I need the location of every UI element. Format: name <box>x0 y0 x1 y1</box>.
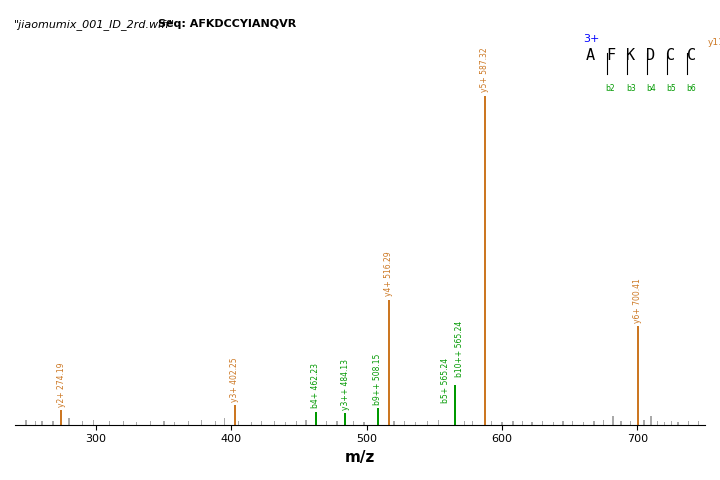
Bar <box>512 421 513 425</box>
Bar <box>501 422 503 425</box>
Bar <box>285 422 287 425</box>
Bar <box>150 421 151 425</box>
Bar <box>136 422 138 425</box>
Bar <box>93 420 94 425</box>
Text: y11: y11 <box>708 38 720 48</box>
Bar <box>612 417 613 425</box>
Bar <box>562 421 564 425</box>
Text: b9++ 508.15: b9++ 508.15 <box>373 354 382 405</box>
Bar <box>364 422 365 425</box>
Bar <box>274 421 276 425</box>
Text: b4+ 462.23: b4+ 462.23 <box>311 363 320 408</box>
Text: b3: b3 <box>626 84 636 93</box>
Text: y5+ 587.32: y5+ 587.32 <box>480 48 490 92</box>
Bar <box>670 421 672 425</box>
X-axis label: m/z: m/z <box>345 450 375 465</box>
Bar <box>454 407 456 425</box>
Bar <box>490 421 492 425</box>
Bar <box>35 421 36 425</box>
Text: Seq: AFKDCCYIANQVR: Seq: AFKDCCYIANQVR <box>158 19 297 29</box>
Bar <box>472 421 473 425</box>
Bar <box>41 421 42 425</box>
Text: A: A <box>586 48 595 63</box>
Bar <box>122 421 124 425</box>
Bar <box>261 421 262 425</box>
Text: "jiaomumix_001_ID_2rd.wiff": "jiaomumix_001_ID_2rd.wiff" <box>14 19 176 30</box>
Bar <box>404 421 405 425</box>
Bar <box>664 422 665 425</box>
Bar <box>603 420 604 425</box>
Bar <box>201 420 202 425</box>
Text: b10++ 565.24: b10++ 565.24 <box>454 321 464 377</box>
Text: b4: b4 <box>646 84 656 93</box>
Text: C: C <box>687 48 696 63</box>
Text: b5: b5 <box>666 84 676 93</box>
Bar <box>233 405 235 425</box>
Text: b6: b6 <box>686 84 696 93</box>
Bar <box>572 421 573 425</box>
Bar <box>187 421 189 425</box>
Bar <box>224 418 225 425</box>
Text: y4+ 516.29: y4+ 516.29 <box>384 252 393 296</box>
Bar <box>251 422 253 425</box>
Bar <box>698 421 699 425</box>
Text: y3+ 402.25: y3+ 402.25 <box>230 357 239 402</box>
Bar <box>593 421 595 425</box>
Text: F: F <box>606 48 615 63</box>
Bar <box>60 410 62 425</box>
Text: C: C <box>667 48 675 63</box>
Bar <box>344 413 346 425</box>
Bar <box>637 326 639 425</box>
Bar <box>163 421 164 425</box>
Bar <box>678 422 679 425</box>
Bar <box>393 421 395 425</box>
Bar <box>82 421 84 425</box>
Bar <box>336 421 338 425</box>
Bar <box>215 421 216 425</box>
Bar <box>644 420 645 425</box>
Bar <box>174 422 176 425</box>
Bar <box>688 421 690 425</box>
Bar <box>582 422 584 425</box>
Text: b5+ 565.24: b5+ 565.24 <box>441 358 450 403</box>
Text: K: K <box>626 48 635 63</box>
Bar <box>388 300 390 425</box>
Bar <box>542 421 544 425</box>
Bar <box>553 422 554 425</box>
Text: y3++ 484.13: y3++ 484.13 <box>341 359 350 410</box>
Text: y2+ 274.19: y2+ 274.19 <box>57 362 66 407</box>
Bar <box>657 421 658 425</box>
Bar <box>464 421 465 425</box>
Bar <box>377 408 379 425</box>
Bar <box>522 421 523 425</box>
Bar <box>630 421 631 425</box>
Bar <box>621 421 622 425</box>
Bar <box>484 96 486 425</box>
Text: y6+ 700.41: y6+ 700.41 <box>634 278 642 323</box>
Bar <box>325 421 327 425</box>
Bar <box>415 422 416 425</box>
Text: D: D <box>647 48 655 63</box>
Bar <box>438 420 439 425</box>
Bar <box>353 421 354 425</box>
Bar <box>68 418 70 425</box>
Bar <box>109 421 110 425</box>
Bar <box>650 416 652 425</box>
Bar <box>531 422 533 425</box>
Bar <box>25 420 27 425</box>
Bar <box>315 411 317 425</box>
Text: 3+: 3+ <box>583 34 600 44</box>
Text: b2: b2 <box>606 84 616 93</box>
Bar <box>296 421 297 425</box>
Bar <box>238 421 239 425</box>
Bar <box>305 420 307 425</box>
Bar <box>427 421 428 425</box>
Bar <box>454 385 456 425</box>
